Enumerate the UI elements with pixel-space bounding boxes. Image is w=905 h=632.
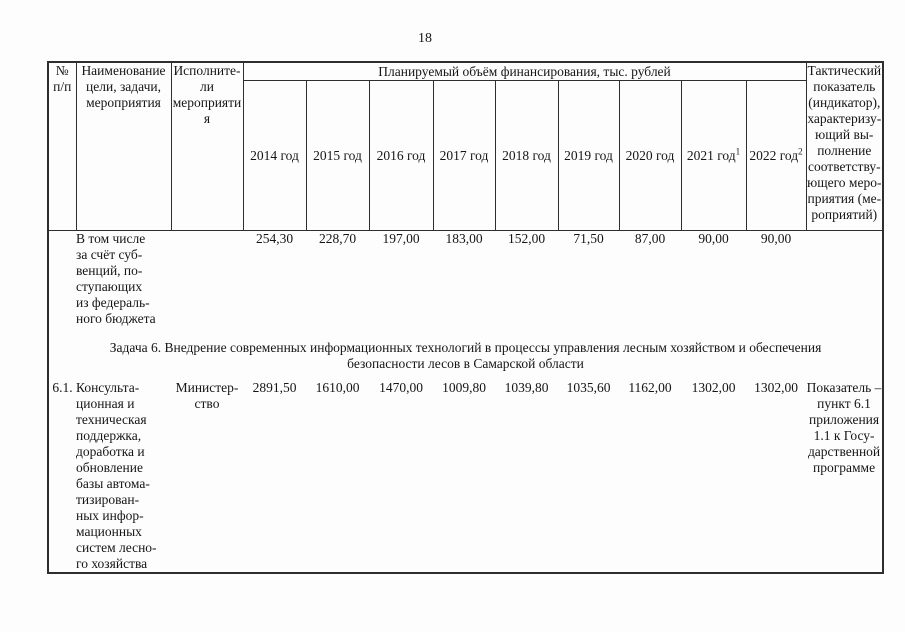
header-year-2019: 2019 год <box>557 80 620 231</box>
section-heading: Задача 6. Внедрение современных информац… <box>109 340 822 371</box>
header-year-2015: 2015 год <box>305 80 370 231</box>
row-value-2014: 254,30 <box>255 231 294 246</box>
page-number: 18 <box>418 31 432 46</box>
row-value-2015: 228,70 <box>318 231 357 246</box>
header-year-2017: 2017 год <box>432 80 496 231</box>
header-year-2018: 2018 год <box>494 80 559 231</box>
row-num: 6.1. <box>52 380 73 395</box>
row-name: Консульта- ционная и техническая поддерж… <box>76 380 157 571</box>
row-value-2018: 1039,80 <box>504 380 549 395</box>
footnote-marker: 2 <box>798 146 803 156</box>
header-year-2020: 2020 год <box>618 80 682 231</box>
header-year-2014: 2014 год <box>242 80 307 231</box>
row-indicator: Показатель – пункт 6.1 приложения 1.1 к … <box>806 380 882 475</box>
row-value-2022: 1302,00 <box>754 380 798 395</box>
row-name: В том числе за счёт суб- венций, по- сту… <box>76 231 156 326</box>
row-value-2018: 152,00 <box>507 231 546 246</box>
row-executor: Министер- ство <box>175 380 239 411</box>
header-year-2021: 2021 год1 <box>680 80 747 231</box>
row-value-2016: 1470,00 <box>379 380 423 395</box>
row-value-2020: 87,00 <box>634 231 666 246</box>
row-value-2017: 1009,80 <box>442 380 486 395</box>
row-indicator <box>806 231 883 328</box>
row-value-2021: 90,00 <box>698 231 729 246</box>
row-value-2014: 2891,50 <box>252 380 297 395</box>
header-cell-num: № п/п <box>47 61 77 231</box>
row-value-2021: 1302,00 <box>691 380 736 395</box>
table-header-row-1: № п/п Наименование цели, задачи, меропри… <box>47 61 884 231</box>
table-row-subventions: В том числе за счёт суб- венций, по- сту… <box>48 231 883 328</box>
financing-table: № п/п Наименование цели, задачи, меропри… <box>47 61 885 574</box>
row-value-2019: 71,50 <box>573 231 604 246</box>
table-row-6-1: 6.1. Консульта- ционная и техническая по… <box>48 380 883 573</box>
row-value-2015: 1610,00 <box>315 380 360 395</box>
header-year-2022: 2022 год2 <box>745 80 807 231</box>
section-heading-row: Задача 6. Внедрение современных информац… <box>48 327 883 380</box>
row-num <box>48 231 76 328</box>
header-cell-indicator: Тактический показатель (индикатор), хара… <box>805 61 884 231</box>
header-cell-name: Наименование цели, задачи, мероприятия <box>75 61 172 231</box>
header-band-financing: Планируемый объём финансирования, тыс. р… <box>242 61 807 81</box>
row-value-2017: 183,00 <box>445 231 483 246</box>
row-value-2022: 90,00 <box>760 231 792 246</box>
row-executor <box>171 231 243 328</box>
row-value-2016: 197,00 <box>382 231 420 246</box>
header-year-2016: 2016 год <box>368 80 434 231</box>
row-value-2019: 1035,60 <box>566 380 611 395</box>
header-cell-executor: Исполните- ли мероприятия <box>170 61 244 231</box>
table-header-row-2: 2014 год 2015 год 2016 год 2017 год 2018… <box>48 80 883 231</box>
footnote-marker: 1 <box>735 146 741 156</box>
row-value-2020: 1162,00 <box>628 380 672 395</box>
